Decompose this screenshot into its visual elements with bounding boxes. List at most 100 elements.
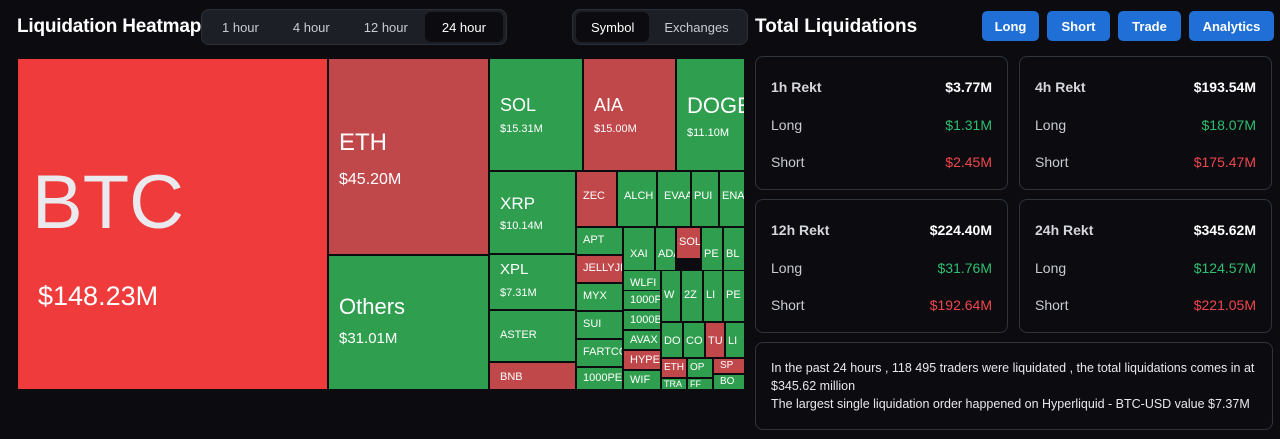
long-value: $31.76M: [937, 260, 992, 276]
heatmap-tile[interactable]: LI: [703, 270, 723, 322]
tile-symbol: CO: [686, 335, 703, 347]
heatmap-tile[interactable]: AIA $15.00M: [583, 58, 676, 171]
heatmap-tile[interactable]: XPL $7.31M: [489, 254, 576, 310]
heatmap-tile[interactable]: 1000B: [623, 310, 661, 330]
heatmap-tile[interactable]: XRP $10.14M: [489, 171, 576, 254]
heatmap-tile[interactable]: TU: [705, 322, 725, 358]
heatmap-tile[interactable]: PUI: [691, 171, 719, 227]
tile-symbol: XPL: [500, 261, 529, 278]
heatmap-tile[interactable]: DO: [661, 322, 683, 358]
card-label: 12h Rekt: [771, 222, 830, 238]
heatmap-tile[interactable]: BO: [713, 374, 745, 390]
rekt-card-4h: 4h Rekt $193.54M Long $18.07M Short $175.47…: [1019, 56, 1272, 190]
heatmap-tile[interactable]: TRA: [661, 378, 687, 390]
short-value: $221.05M: [1193, 297, 1256, 313]
heatmap-tile[interactable]: ALCH: [617, 171, 657, 227]
short-label: Short: [771, 297, 805, 313]
tab-24-hour[interactable]: 24 hour: [424, 12, 503, 42]
heatmap-tile[interactable]: W: [661, 270, 681, 322]
rekt-card-12h: 12h Rekt $224.40M Long $31.76M Short $192.6…: [755, 199, 1008, 333]
tile-symbol: SUI: [583, 318, 602, 330]
tile-symbol: LI: [728, 335, 738, 347]
heatmap-tile[interactable]: JELLYJELLY: [576, 255, 623, 283]
long-label: Long: [1035, 260, 1067, 276]
heatmap-tile[interactable]: ENA: [719, 171, 745, 227]
card-total: $224.40M: [929, 222, 992, 238]
tile-symbol: AIA: [594, 95, 624, 115]
tile-symbol: MYX: [583, 290, 607, 302]
trade-button[interactable]: Trade: [1118, 11, 1181, 41]
total-liquidations-title: Total Liquidations: [755, 16, 918, 37]
heatmap-tile[interactable]: SOL: [676, 227, 701, 259]
tile-symbol: WLFI: [630, 277, 657, 289]
card-label: 24h Rekt: [1035, 222, 1094, 238]
heatmap-tile[interactable]: BTC $148.23M: [17, 58, 328, 390]
tile-symbol: 1000PEPE: [583, 372, 623, 384]
short-value: $2.45M: [945, 154, 992, 170]
heatmap-tile[interactable]: WIF: [623, 370, 661, 390]
short-value: $175.47M: [1193, 154, 1256, 170]
timeframe-tabs: 1 hour 4 hour 12 hour 24 hour: [201, 9, 507, 45]
tile-symbol: SOL: [679, 236, 701, 248]
heatmap-tile[interactable]: CO: [683, 322, 705, 358]
heatmap-tile[interactable]: FF: [687, 378, 713, 390]
tile-symbol: W: [664, 289, 675, 301]
largest-order-text: The largest single liquidation order hap…: [771, 397, 1250, 411]
heatmap-tile[interactable]: PE: [723, 270, 745, 322]
heatmap-tile[interactable]: SP: [713, 358, 745, 374]
tab-1-hour[interactable]: 1 hour: [222, 19, 259, 35]
heatmap-tile[interactable]: LI: [725, 322, 745, 358]
tile-symbol: TRA: [664, 379, 682, 389]
short-label: Short: [1035, 297, 1069, 313]
toggle-exchanges[interactable]: Exchanges: [664, 19, 729, 35]
heatmap-tile[interactable]: ETH $45.20M: [328, 58, 489, 255]
heatmap-tile[interactable]: SUI: [576, 311, 623, 339]
tile-symbol: PUI: [694, 190, 713, 202]
heatmap-tile[interactable]: Others $31.01M: [328, 255, 489, 390]
heatmap-tile[interactable]: DOGE $11.10M: [676, 58, 745, 171]
tab-4-hour[interactable]: 4 hour: [292, 19, 330, 35]
heatmap-tile[interactable]: 2Z: [681, 270, 703, 322]
tile-symbol: WIF: [630, 374, 651, 386]
heatmap-tile[interactable]: ZEC: [576, 171, 617, 227]
tile-symbol: OP: [690, 362, 705, 373]
heatmap-tile[interactable]: OP: [687, 358, 713, 378]
tile-symbol: Others: [339, 294, 406, 319]
heatmap-tile[interactable]: MYX: [576, 283, 623, 311]
heatmap-tile[interactable]: 1000PEPE: [576, 367, 623, 390]
action-buttons: Long Short Trade Analytics: [982, 11, 1274, 41]
heatmap-tile[interactable]: ASTER: [489, 310, 576, 362]
tile-symbol: PE: [704, 248, 719, 260]
heatmap-tile[interactable]: AVAX: [623, 330, 661, 350]
heatmap-tile[interactable]: FARTCOIN: [576, 339, 623, 367]
long-label: Long: [771, 260, 803, 276]
tile-value: $7.31M: [500, 287, 537, 299]
tile-symbol: DO: [664, 335, 681, 347]
heatmap-tile[interactable]: HYPE: [623, 350, 661, 370]
tile-value: $15.31M: [500, 123, 543, 135]
tile-value: $31.01M: [339, 330, 398, 347]
tile-symbol: ASTER: [500, 329, 537, 341]
analytics-button[interactable]: Analytics: [1189, 11, 1274, 41]
heatmap-tile[interactable]: 1000P: [623, 290, 661, 310]
heatmap-tile[interactable]: BNB: [489, 362, 576, 390]
long-button[interactable]: Long: [982, 11, 1039, 41]
heatmap-tile[interactable]: EVAA: [657, 171, 691, 227]
tab-12-hour[interactable]: 12 hour: [363, 19, 408, 35]
tile-symbol: 1000P: [630, 294, 661, 306]
heatmap-tile[interactable]: APT: [576, 227, 623, 255]
short-button[interactable]: Short: [1047, 11, 1110, 41]
tile-value: $148.23M: [38, 281, 159, 311]
tile-symbol: JELLYJELLY: [583, 262, 622, 274]
tile-symbol: TU: [708, 335, 723, 347]
tile-value: $15.00M: [594, 123, 637, 135]
tile-symbol: ALCH: [624, 190, 654, 202]
tile-symbol: EVAA: [664, 190, 691, 202]
heatmap-tile[interactable]: SOL $15.31M: [489, 58, 583, 171]
tile-symbol: ETH: [339, 129, 387, 156]
toggle-symbol[interactable]: Symbol: [576, 12, 650, 42]
rekt-card-24h: 24h Rekt $345.62M Long $124.57M Short $221.…: [1019, 199, 1272, 333]
card-total: $345.62M: [1193, 222, 1256, 238]
heatmap-tile[interactable]: ETH: [661, 358, 687, 378]
tile-symbol: ZEC: [583, 190, 605, 202]
